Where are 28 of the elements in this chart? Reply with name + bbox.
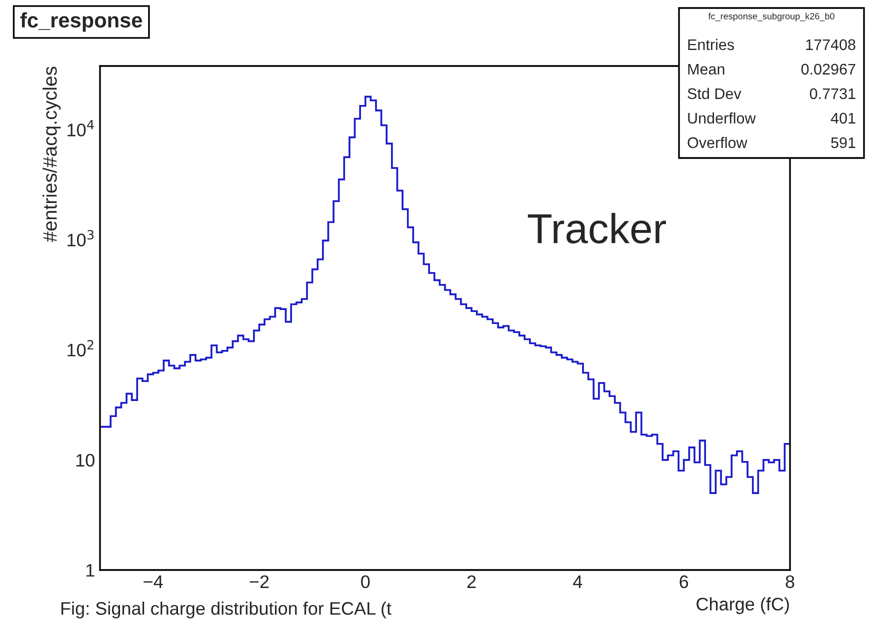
text: fc_response_subgroup_k26_b0	[708, 12, 834, 22]
y-tick-label: 1	[86, 564, 94, 577]
x-axis-title: Charge (fC)	[696, 597, 789, 614]
text: 0.7731	[810, 88, 856, 100]
text: 591	[831, 137, 856, 148]
annotation: Tracker	[528, 212, 666, 244]
y-tick-label: 10$^{3}$	[68, 230, 94, 246]
text: Fig: Signal charge distribution for ECAL (t	[61, 602, 392, 618]
x-tick-label: 4	[573, 576, 582, 588]
chart-title: fc_response	[20, 12, 142, 32]
y-axis-title: #entries/#acq.cycles	[42, 66, 61, 242]
annotation: Underflow	[688, 112, 756, 124]
x-tick-label: 8	[786, 575, 794, 588]
annotation: Overflow	[688, 136, 748, 148]
x-tick-label: 0	[361, 575, 370, 588]
annotation: Mean	[688, 64, 724, 75]
text: 401	[830, 112, 856, 124]
y-tick-label: 10$^{4}$	[68, 120, 94, 136]
x-tick-label: 6	[680, 575, 688, 588]
text: 177408	[806, 39, 856, 50]
x-tick-label: 2	[467, 575, 476, 588]
x-tick-label: −2	[250, 575, 269, 588]
text: 0.02967	[801, 64, 856, 75]
x-tick-label: −4	[144, 576, 163, 588]
annotation: Std Dev	[688, 88, 742, 100]
y-tick-label: 10	[76, 454, 94, 467]
text: Entries	[688, 38, 734, 50]
y-tick-label: 10$^{2}$	[68, 340, 94, 356]
